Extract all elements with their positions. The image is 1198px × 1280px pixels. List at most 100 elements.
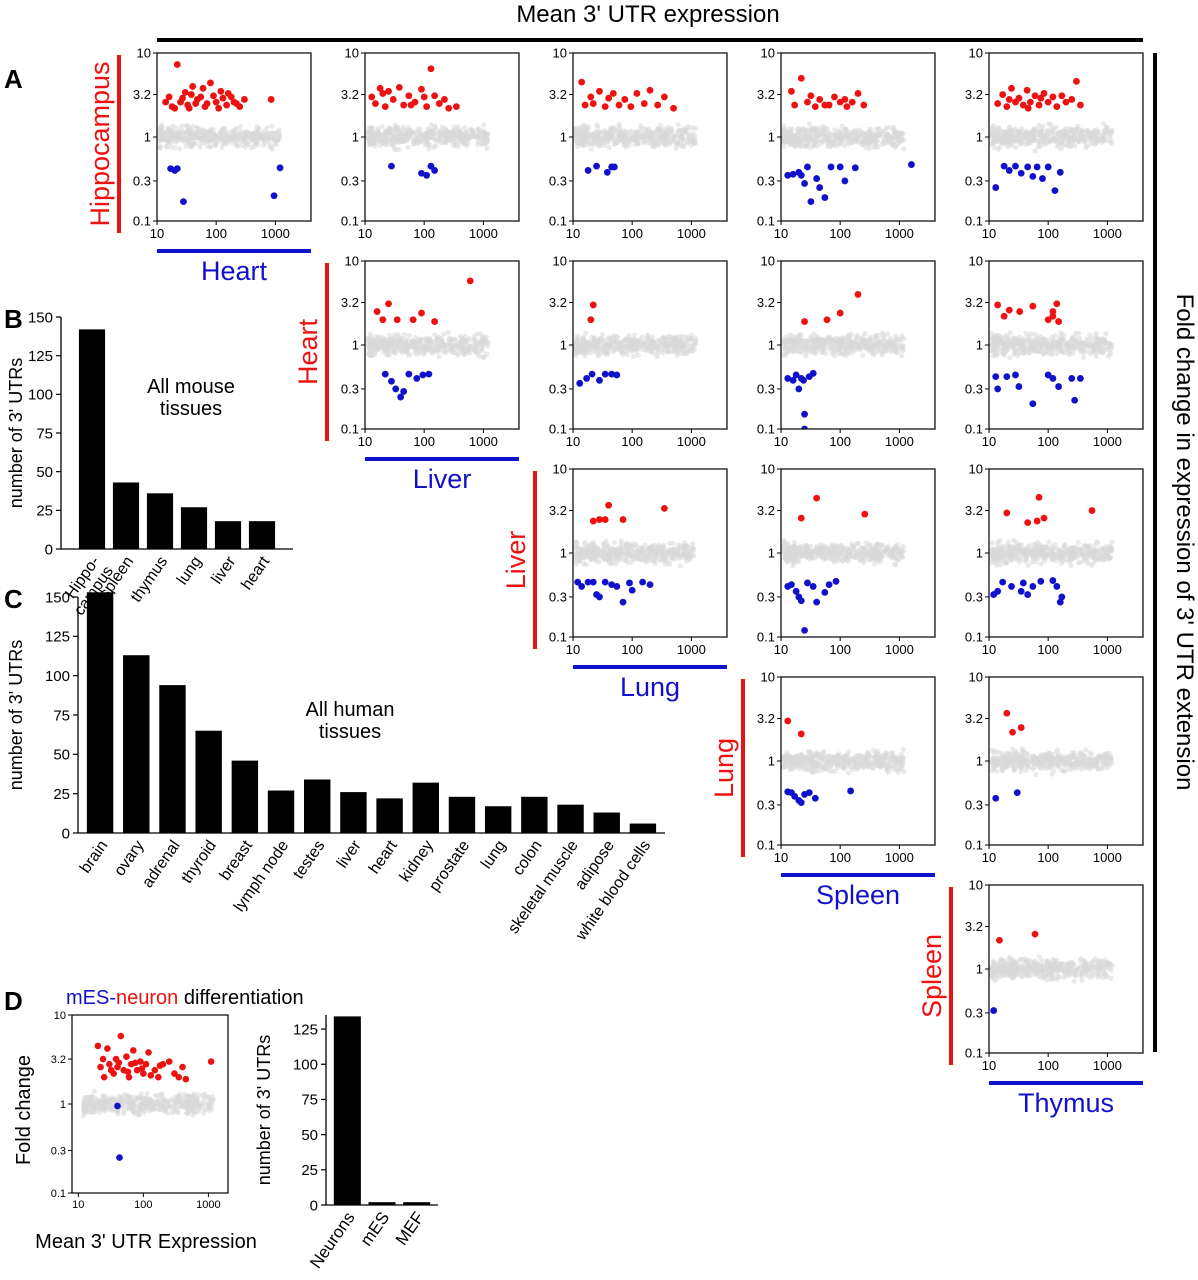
down-point <box>639 578 647 586</box>
up-point <box>788 87 795 95</box>
up-point <box>823 316 831 324</box>
background-point <box>1026 137 1032 143</box>
background-point <box>900 346 906 352</box>
y-tick-label: 1 <box>976 338 983 353</box>
up-point <box>379 316 387 324</box>
up-point <box>199 84 207 92</box>
background-point <box>1008 139 1014 145</box>
y-tick-label: 0.1 <box>757 214 775 229</box>
down-point <box>603 168 611 176</box>
y-tick-label: 0.1 <box>549 422 567 437</box>
down-point <box>784 171 792 179</box>
background-point <box>181 135 188 142</box>
down-point <box>1005 167 1013 174</box>
y-tick-label: 1 <box>352 130 359 145</box>
background-point <box>854 132 860 139</box>
up-point <box>1005 96 1013 103</box>
background-point <box>674 140 680 146</box>
down-point <box>381 370 389 378</box>
background-point <box>651 547 657 553</box>
up-point <box>621 96 629 103</box>
background-point <box>1047 138 1053 144</box>
background-point <box>819 336 826 342</box>
background-point <box>655 545 661 551</box>
background-point <box>372 351 378 357</box>
background-point <box>1059 131 1065 137</box>
background-point <box>797 139 803 145</box>
background-point <box>808 349 814 355</box>
down-point <box>1044 371 1052 379</box>
background-point <box>1029 130 1035 136</box>
background-point <box>239 142 245 149</box>
up-point <box>373 308 381 315</box>
background-point <box>1011 342 1017 348</box>
background-point <box>691 132 698 139</box>
down-point <box>431 167 439 174</box>
up-point <box>1049 312 1057 320</box>
background-point <box>429 134 436 140</box>
up-point <box>210 92 217 100</box>
background-point <box>673 345 679 351</box>
x-tick-label: 1000 <box>261 226 290 241</box>
down-point <box>270 192 278 200</box>
up-point <box>184 101 192 109</box>
background-point <box>230 129 236 135</box>
up-point <box>230 98 238 106</box>
background-point <box>451 124 457 130</box>
background-point <box>619 546 625 552</box>
x-tick-label: 10 <box>358 434 372 449</box>
background-point <box>861 559 867 566</box>
background-point <box>644 344 651 351</box>
down-point <box>419 371 427 379</box>
background-point <box>588 341 594 348</box>
background-point <box>384 138 390 145</box>
background-point <box>839 123 845 129</box>
background-point <box>601 342 607 348</box>
background-point <box>266 140 272 146</box>
plot-points <box>573 301 699 387</box>
background-point <box>796 335 802 341</box>
background-point <box>467 133 473 139</box>
x-tick-label: 1000 <box>885 434 914 449</box>
background-point <box>884 138 890 144</box>
up-point <box>1026 98 1034 106</box>
background-point <box>651 134 658 140</box>
down-point <box>1017 169 1025 177</box>
down-point <box>423 171 431 179</box>
up-point <box>1044 316 1052 324</box>
up-point <box>435 100 443 107</box>
background-point <box>899 333 905 339</box>
background-point <box>622 128 628 134</box>
down-point <box>801 180 808 187</box>
up-point <box>236 103 244 111</box>
background-point <box>369 341 375 347</box>
y-tick-label: 3.2 <box>757 87 775 102</box>
background-point <box>462 351 468 357</box>
background-point <box>789 131 795 137</box>
background-point <box>867 133 873 139</box>
background-point <box>823 133 829 139</box>
background-point <box>1087 340 1093 346</box>
background-point <box>845 341 852 347</box>
background-point <box>798 143 804 149</box>
up-point <box>181 88 189 96</box>
background-point <box>594 551 600 557</box>
background-point <box>872 131 878 137</box>
x-tick-label: 100 <box>621 226 643 241</box>
background-point <box>574 541 580 547</box>
top-title: Mean 3' UTR expression <box>516 1 779 28</box>
background-point <box>222 141 228 148</box>
background-point <box>1074 127 1080 133</box>
up-point <box>1062 98 1070 106</box>
background-point <box>1088 135 1094 141</box>
background-point <box>622 134 628 140</box>
up-point <box>405 92 413 100</box>
background-point <box>369 126 375 132</box>
background-point <box>1094 135 1100 142</box>
background-point <box>897 139 903 145</box>
background-point <box>673 145 679 152</box>
scatter-heart-vs-lung: 103.210.30.110 100 1000 <box>549 254 728 449</box>
x-tick-label: 100 <box>829 226 851 241</box>
background-point <box>223 134 229 140</box>
background-point <box>1008 128 1014 134</box>
